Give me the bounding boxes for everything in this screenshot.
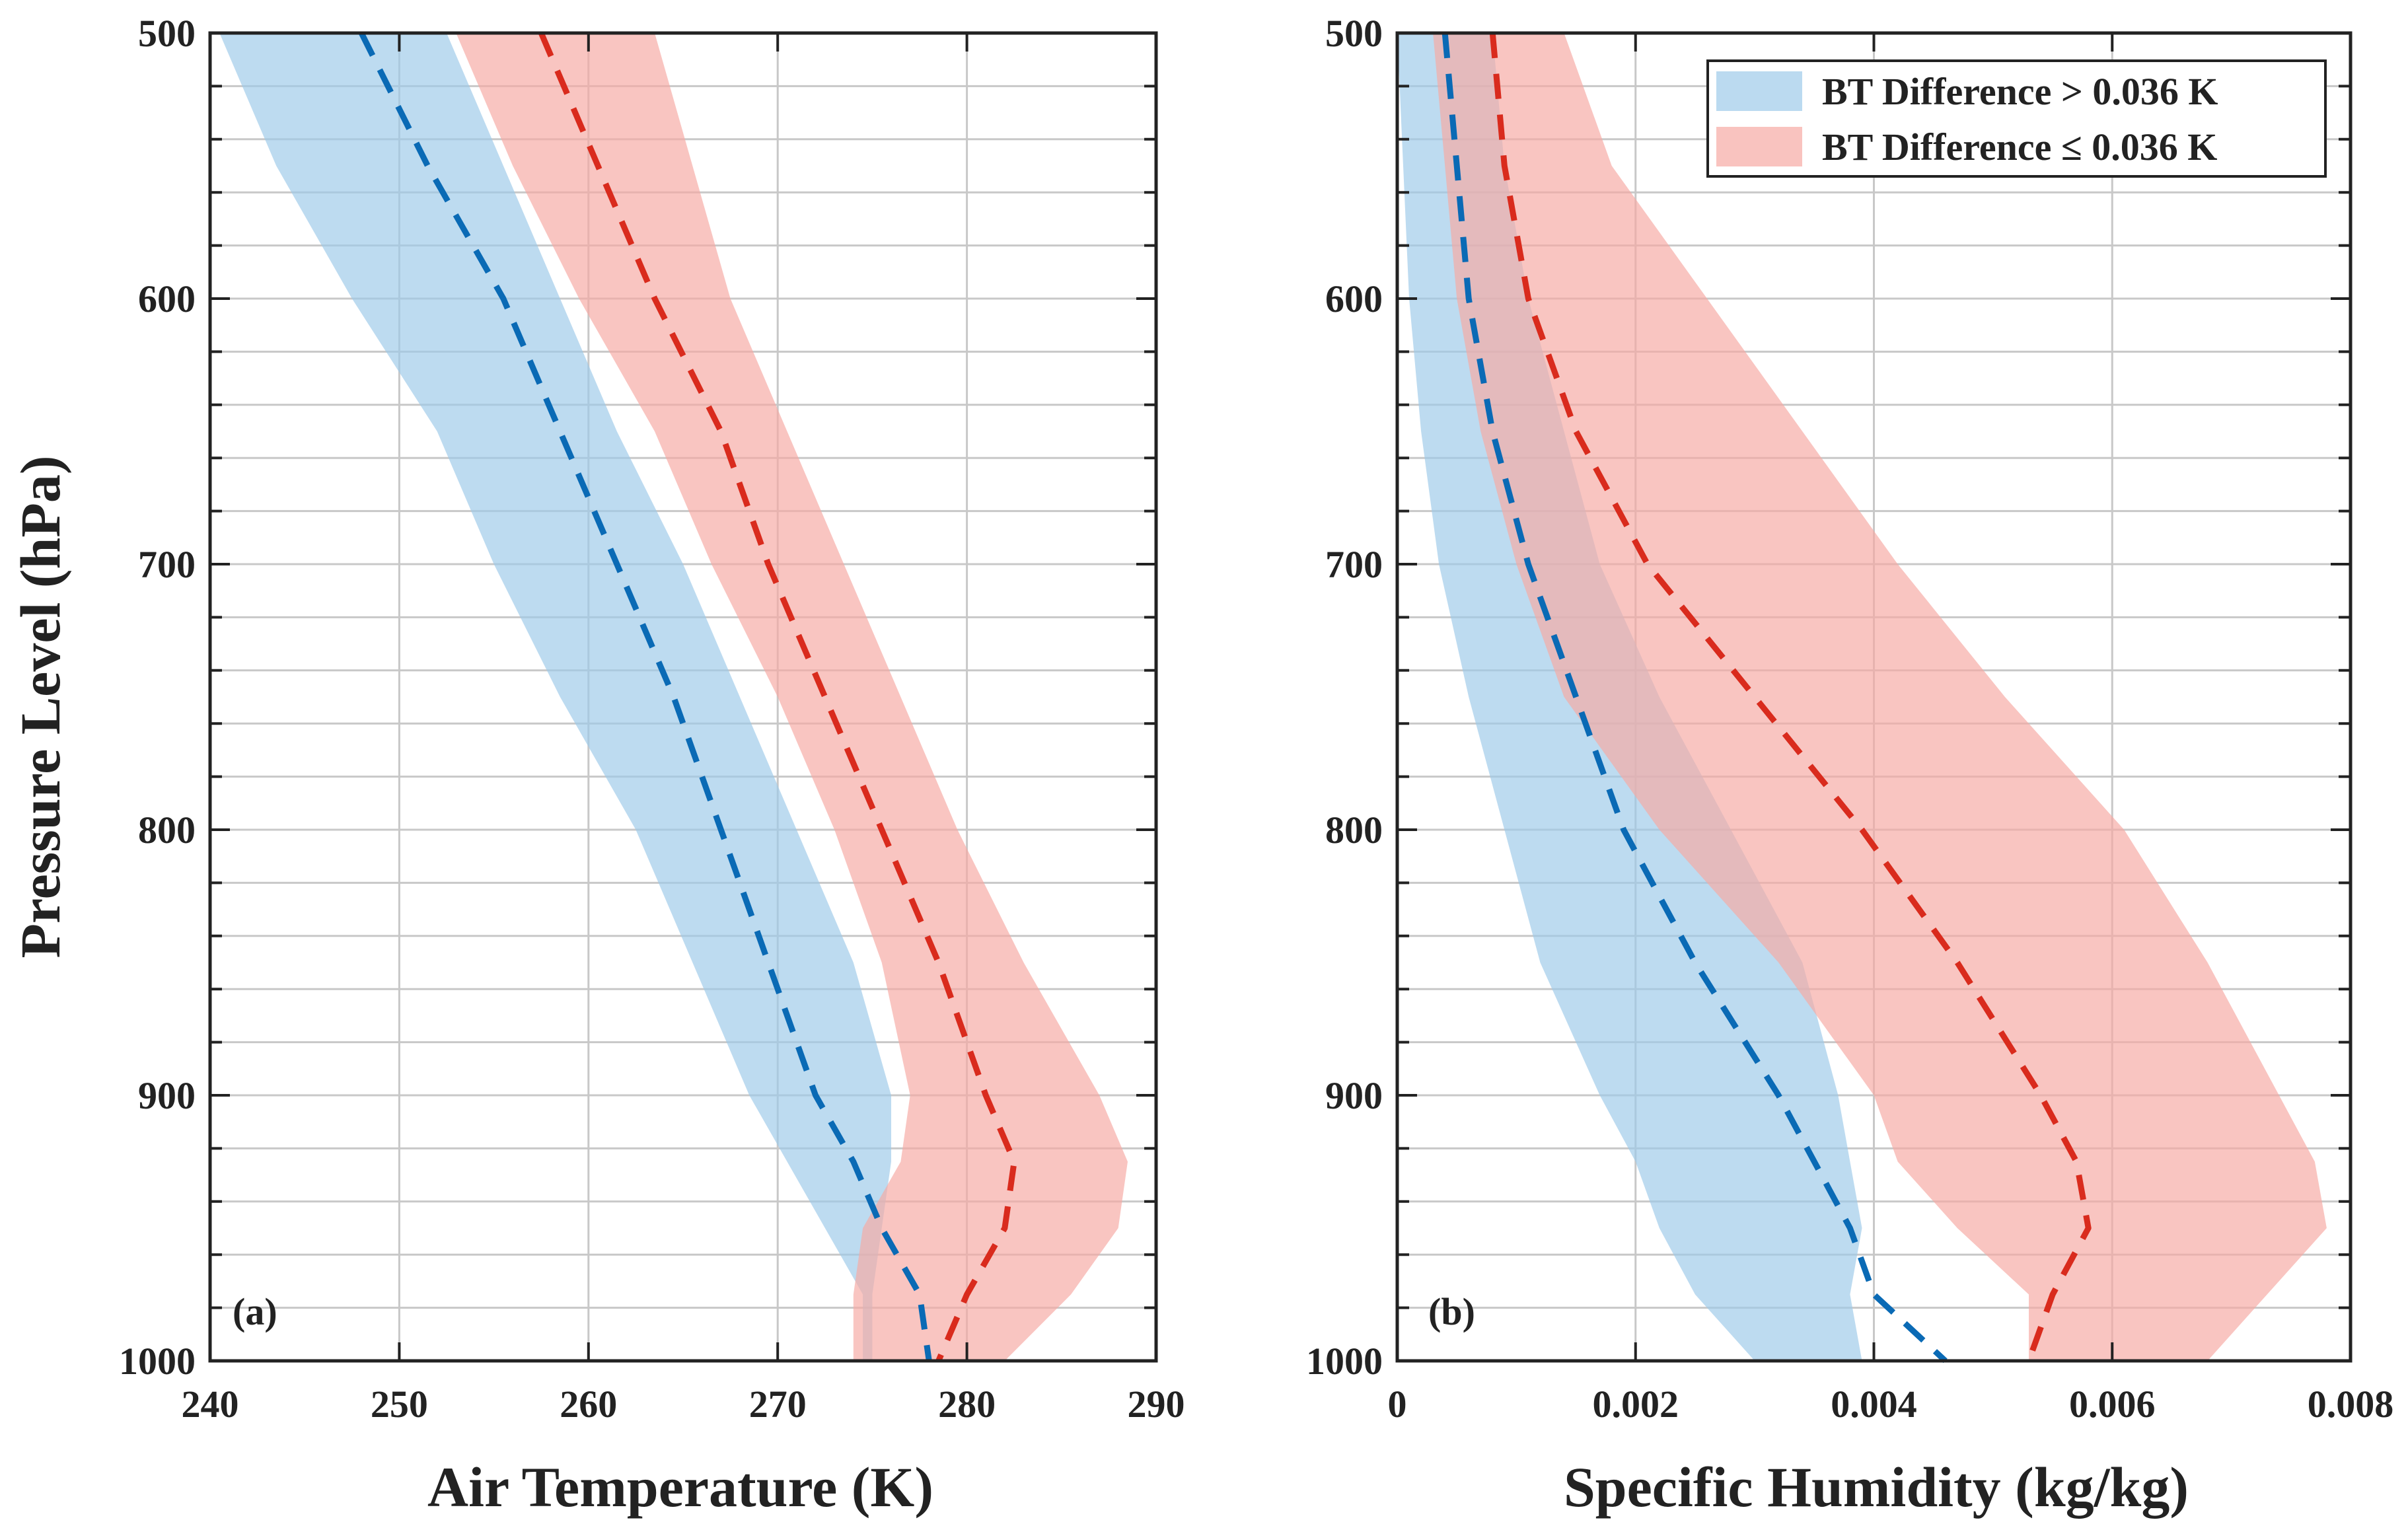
panel-a-ytick-label-3: 800 <box>138 809 196 852</box>
panel-a-x-tick-labels: 240 250 260 270 280 290 <box>182 1383 1185 1426</box>
panel-b-ytick-label-0: 500 <box>1325 12 1383 55</box>
panel-b-xtick-label-4: 0.008 <box>2308 1383 2394 1426</box>
panel-a-ytick-label-5: 1000 <box>119 1340 196 1383</box>
panel-b-ytick-label-5: 1000 <box>1306 1340 1383 1383</box>
legend-entry-1: BT Difference > 0.036 K <box>1822 70 2218 113</box>
panel-b-xtick-label-3: 0.006 <box>2069 1383 2156 1426</box>
panel-b-ytick-label-4: 900 <box>1325 1074 1383 1117</box>
panel-b-ytick-label-3: 800 <box>1325 809 1383 852</box>
panel-a-xtick-label-2: 260 <box>560 1383 617 1426</box>
panel-a-axes-frame <box>208 31 1158 1363</box>
panel-b-y-tick-labels: 500 600 700 800 900 1000 <box>1306 12 1383 1383</box>
panel-b-x-axis-title: Specific Humidity (kg/kg) <box>1564 1455 2189 1519</box>
panel-b-xtick-label-1: 0.002 <box>1593 1383 1679 1426</box>
panel-a-xtick-label-0: 240 <box>182 1383 239 1426</box>
panel-a-ytick-label-4: 900 <box>138 1074 196 1117</box>
panel-b-ytick-label-2: 700 <box>1325 543 1383 586</box>
panel-a-y-axis-title: Pressure Level (hPa) <box>9 455 72 958</box>
panel-a-ytick-label-2: 700 <box>138 543 196 586</box>
panel-b-ticks <box>1396 32 2352 1362</box>
panel-a-xtick-label-4: 280 <box>938 1383 996 1426</box>
panel-a-x-axis-title: Air Temperature (K) <box>427 1455 933 1519</box>
legend-swatch-red <box>1716 127 1802 166</box>
legend-box <box>1706 59 2327 178</box>
panel-a-air-temperature: 240 250 260 270 280 290 500 600 700 800 900 1000 A… <box>9 12 1185 1519</box>
panel-b-x-tick-labels: 0 0.002 0.004 0.006 0.008 <box>1388 1383 2394 1426</box>
panel-b-xtick-label-0: 0 <box>1388 1383 1407 1426</box>
panel-a-y-tick-labels: 500 600 700 800 900 1000 <box>119 12 196 1383</box>
legend: BT Difference > 0.036 K BT Difference ≤ … <box>1706 59 2327 178</box>
panel-a-mean-blue <box>359 31 932 1362</box>
panel-a-mean-lines <box>359 31 1017 1362</box>
panel-a-ticks <box>209 32 1157 1362</box>
panel-b-mean-red <box>1489 32 2092 1362</box>
panel-b-band-red <box>1433 33 2327 1361</box>
panel-b-mean-lines <box>1441 32 2092 1363</box>
panel-a-ytick-label-0: 500 <box>138 12 196 55</box>
panel-b-specific-humidity: 0 0.002 0.004 0.006 0.008 500 600 700 800 900 100… <box>1306 12 2393 1519</box>
panel-b-ytick-label-1: 600 <box>1325 277 1383 320</box>
panel-a-xtick-label-1: 250 <box>371 1383 428 1426</box>
panel-b-mean-blue <box>1441 32 1948 1363</box>
panel-b-bands <box>1397 33 2327 1361</box>
panel-a-xtick-label-3: 270 <box>749 1383 807 1426</box>
panel-a-band-blue <box>219 33 891 1361</box>
legend-swatch-blue <box>1716 71 1802 111</box>
panel-b-xtick-label-2: 0.004 <box>1831 1383 1917 1426</box>
panel-a-mean-red <box>538 32 1017 1362</box>
panel-b-label: (b) <box>1428 1290 1475 1333</box>
panel-a-ytick-label-1: 600 <box>138 277 196 320</box>
panel-a-xtick-label-5: 290 <box>1128 1383 1185 1426</box>
legend-entry-2: BT Difference ≤ 0.036 K <box>1822 126 2217 168</box>
panel-a-label: (a) <box>233 1290 277 1333</box>
